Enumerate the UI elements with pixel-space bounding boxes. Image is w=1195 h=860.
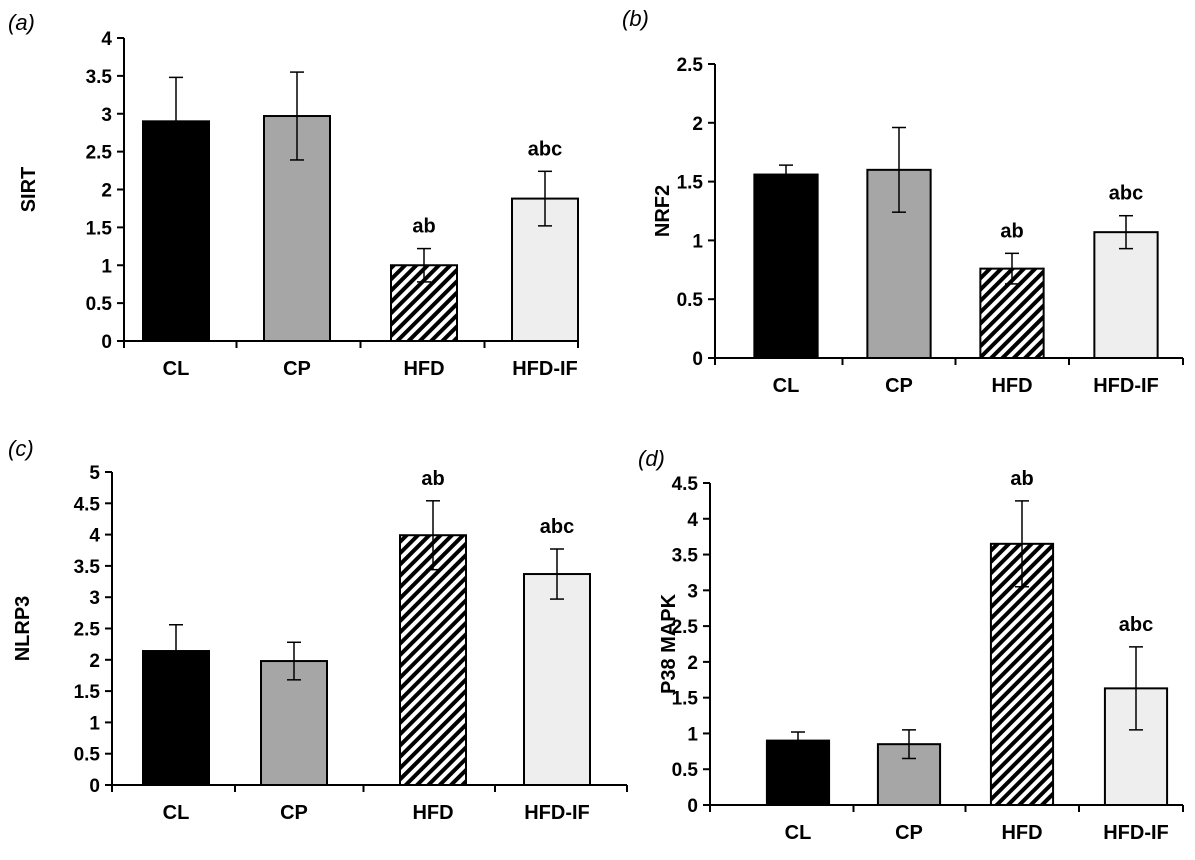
x-category-label: CP [283,358,311,380]
y-tick-label: 0.5 [672,760,699,781]
y-tick-label: 1.5 [86,218,113,239]
x-category-label: CP [280,802,308,824]
y-tick-label: 1.5 [74,682,101,703]
significance-label: abc [528,138,562,160]
x-category-label: HFD [403,358,444,380]
y-tick-label: 3.5 [672,546,699,567]
x-category-label: CL [163,358,190,380]
bar-hfd-if [1093,231,1159,359]
chart-panel-d: (d) P38 MAPK 0 0.5 1 1.5 2 2.5 3 3.5 4 4.5 CL CP HFD ab… [638,446,1184,844]
significance-label: ab [421,468,444,490]
y-tick-label: 2.5 [672,617,699,638]
bar-hfd [399,534,467,787]
bar-hfd-if [523,573,591,787]
y-tick-label: 2.5 [74,620,101,641]
y-tick-label: 0.5 [86,294,113,315]
y-tick-label: 0 [687,796,698,817]
y-tick-label: 2 [692,114,703,135]
bar-cl [142,120,210,342]
y-tick-label: 3 [101,105,112,126]
y-tick-label: 0 [101,332,112,353]
y-axis-title: P38 MAPK [658,593,680,694]
y-tick-label: 1 [89,713,100,734]
x-category-label: HFD-IF [1103,822,1169,844]
y-tick-label: 2.5 [677,55,704,76]
y-tick-label: 0 [692,349,703,370]
y-tick-label: 1.5 [677,173,704,194]
y-tick-label: 5 [89,463,100,484]
y-tick-label: 2 [687,653,698,674]
y-tick-label: 3.5 [74,557,101,578]
y-tick-label: 0 [89,776,100,797]
x-category-label: HFD-IF [512,358,578,380]
y-tick-label: 2 [101,181,112,202]
significance-label: ab [412,216,435,238]
significance-label: ab [1000,220,1023,242]
y-axis-title: SIRT [18,167,40,213]
bar-cp [876,743,942,807]
y-axis-title: NLRP3 [12,596,34,662]
y-tick-label: 4 [89,526,100,547]
y-tick-label: 1.5 [672,689,699,710]
significance-label: abc [540,516,574,538]
y-axis-title: NRF2 [652,185,674,237]
panel-label: (b) [622,6,649,31]
x-category-label: CP [885,375,913,397]
x-category-label: HFD-IF [524,802,590,824]
significance-label: ab [1010,468,1033,490]
x-category-label: HFD-IF [1093,375,1159,397]
x-category-label: CL [773,375,800,397]
bar-cl [765,739,831,806]
bar-cl [753,173,819,359]
y-tick-label: 3 [687,581,698,602]
y-tick-label: 3.5 [86,67,113,88]
y-tick-label: 0.5 [677,290,704,311]
panel-label: (c) [8,436,34,461]
y-tick-label: 1 [101,256,112,277]
y-tick-label: 3 [89,588,100,609]
x-category-label: HFD [412,802,453,824]
chart-panel-b: (b) NRF2 0 0.5 1 1.5 2 2.5 CL CP HFD ab HFD-IF abc [622,6,1184,397]
x-category-label: CP [895,822,923,844]
panel-label: (a) [8,10,35,35]
y-tick-label: 4.5 [74,494,101,515]
chart-panel-a: (a) SIRT 0 0.5 1 1.5 2 2.5 3 3.5 4 CL CP HFD ab HFD-IF a… [8,10,579,380]
x-category-label: HFD [991,375,1032,397]
significance-label: abc [1109,183,1143,205]
y-tick-label: 1 [692,231,703,252]
significance-label: abc [1119,614,1153,636]
y-tick-label: 2.5 [86,143,113,164]
x-category-label: HFD [1001,822,1042,844]
y-tick-label: 1 [687,724,698,745]
x-category-label: CL [163,802,190,824]
y-tick-label: 0.5 [74,745,101,766]
bar-hfd [390,264,458,342]
y-tick-label: 2 [89,651,100,672]
bar-cp [260,660,328,786]
chart-panel-c: (c) NLRP3 0 0.5 1 1.5 2 2.5 3 3.5 4 4.5 5 CL CP HFD ab HF… [8,436,628,824]
y-tick-label: 4 [687,510,698,531]
x-category-label: CL [785,822,812,844]
panel-label: (d) [638,446,665,471]
y-tick-label: 4 [101,29,112,50]
y-tick-label: 4.5 [672,474,699,495]
